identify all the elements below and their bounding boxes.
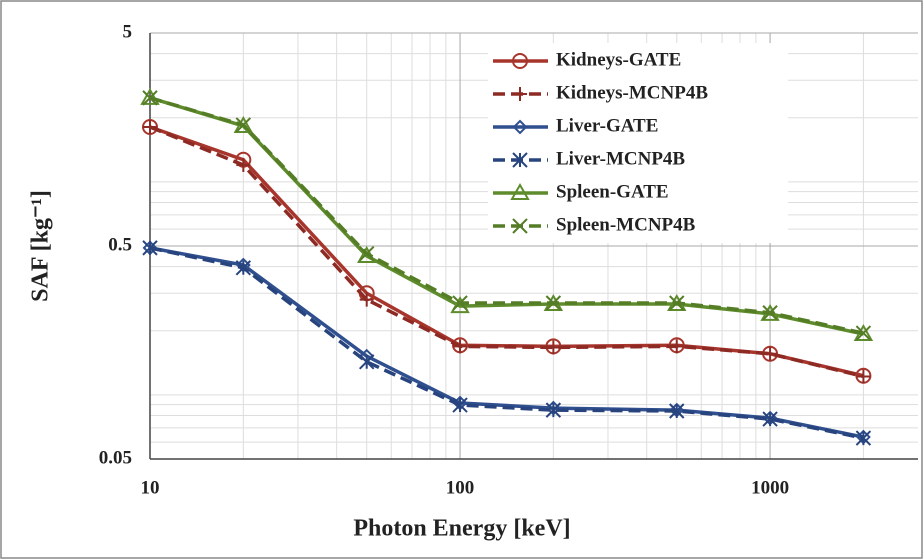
x-axis-label: Photon Energy [keV]	[353, 516, 570, 542]
legend-label: Spleen-GATE	[556, 181, 669, 202]
marker	[142, 240, 158, 256]
marker	[452, 397, 468, 413]
marker	[669, 339, 684, 354]
legend-label: Spleen-MCNP4B	[556, 214, 696, 235]
marker	[669, 295, 685, 311]
x-tick-label: 100	[446, 477, 475, 498]
legend-marker	[513, 87, 527, 101]
marker	[762, 411, 778, 427]
marker	[856, 369, 871, 384]
legend-label: Liver-GATE	[556, 115, 658, 136]
marker	[140, 87, 160, 105]
y-tick-label: 5	[123, 21, 133, 42]
legend-label: Kidneys-GATE	[556, 49, 681, 70]
y-tick-label: 0.05	[99, 447, 132, 468]
marker	[453, 339, 468, 354]
legend-marker	[512, 119, 528, 135]
marker	[545, 402, 562, 418]
legend-marker	[512, 152, 528, 168]
series-line	[149, 96, 864, 335]
marker	[142, 90, 158, 106]
x-tick-label: 1000	[751, 477, 789, 498]
marker	[762, 305, 778, 321]
x-tick-label: 10	[141, 477, 160, 498]
marker	[236, 158, 251, 173]
marker	[450, 296, 470, 314]
y-tick-label: 0.5	[108, 234, 132, 255]
legend-label: Liver-MCNP4B	[556, 148, 685, 169]
legend-marker	[510, 182, 530, 200]
marker	[143, 119, 157, 134]
marker	[235, 260, 252, 276]
marker	[358, 354, 375, 370]
marker	[855, 430, 872, 446]
marker	[359, 292, 374, 307]
marker	[235, 117, 252, 133]
y-axis-label: SAF [kg⁻¹]	[28, 190, 54, 302]
legend-marker	[512, 218, 528, 234]
marker	[545, 295, 562, 311]
legend-box	[488, 43, 788, 243]
series-line	[149, 125, 864, 379]
marker	[452, 295, 468, 311]
marker	[669, 403, 685, 419]
series-line	[149, 246, 864, 440]
marker	[855, 325, 872, 341]
legend-label: Kidneys-MCNP4B	[556, 82, 708, 103]
marker	[358, 246, 375, 262]
marker	[546, 340, 561, 355]
marker	[763, 346, 778, 361]
legend-marker	[512, 53, 528, 69]
